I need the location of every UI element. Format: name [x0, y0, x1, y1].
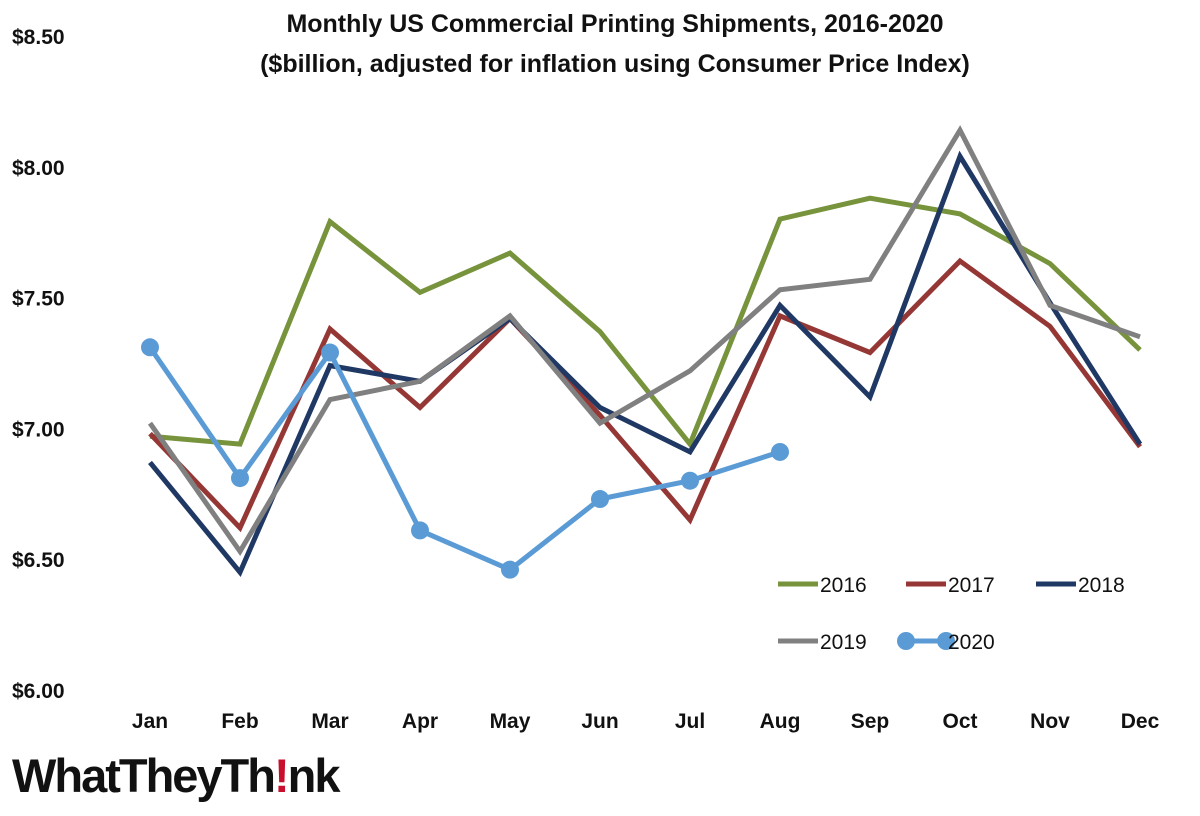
series-2018 — [148, 150, 1143, 578]
data-point-2020 — [321, 343, 339, 362]
legend-marker-2020 — [937, 632, 955, 650]
logo-text-start: WhatTheyTh — [12, 749, 276, 802]
legend-item-2016: 2016 — [778, 574, 867, 597]
legend-item-2018: 2018 — [1036, 574, 1125, 597]
x-tick-label: Jul — [675, 710, 705, 733]
series-2019 — [147, 125, 1141, 557]
y-tick-label: $7.50 — [12, 288, 65, 311]
series-2017 — [148, 257, 1143, 533]
x-tick-label: Aug — [760, 710, 801, 733]
series-2016 — [149, 195, 1142, 450]
series-lines — [141, 125, 1143, 579]
series-line-2020 — [147, 345, 781, 573]
y-tick-label: $6.00 — [12, 680, 65, 703]
logo-exclamation: ! — [273, 749, 290, 802]
legend-label-2017: 2017 — [948, 574, 995, 597]
data-point-2020 — [411, 521, 429, 540]
series-line-2019 — [147, 125, 1141, 557]
y-tick-label: $7.00 — [12, 418, 65, 441]
whattheythink-logo: WhatTheyTh!nk — [12, 748, 341, 803]
y-tick-label: $8.00 — [12, 157, 65, 180]
data-point-2020 — [681, 471, 699, 490]
legend-label-2018: 2018 — [1078, 574, 1125, 597]
x-tick-label: Mar — [311, 710, 348, 733]
series-line-2017 — [148, 257, 1143, 533]
data-point-2020 — [231, 469, 249, 488]
series-line-2018 — [148, 150, 1143, 578]
x-tick-label: Jun — [581, 710, 618, 733]
chart-title: Monthly US Commercial Printing Shipments… — [286, 10, 943, 38]
legend: 2016 2017 2018 2019 2020 — [778, 574, 1125, 654]
legend-label-2016: 2016 — [820, 574, 867, 597]
y-axis-tick-labels: $6.00 $6.50 $7.00 $7.50 $8.00 $8.50 — [12, 26, 65, 703]
legend-label-2019: 2019 — [820, 631, 867, 654]
logo-text-end: nk — [287, 749, 341, 802]
x-tick-label: Feb — [221, 710, 258, 733]
data-point-2020 — [771, 442, 789, 461]
x-tick-label: Jan — [132, 710, 168, 733]
y-tick-label: $6.50 — [12, 549, 65, 572]
legend-item-2017: 2017 — [906, 574, 995, 597]
x-tick-label: Oct — [942, 710, 977, 733]
legend-marker-2020 — [897, 632, 915, 650]
x-axis-tick-labels: Jan Feb Mar Apr May Jun Jul Aug Sep Oct Nov Dec — [132, 710, 1160, 733]
chart-subtitle: ($billion, adjusted for inflation using … — [260, 50, 970, 78]
x-tick-label: Nov — [1030, 710, 1070, 733]
x-tick-label: Dec — [1121, 710, 1160, 733]
series-2020 — [141, 338, 789, 579]
data-point-2020 — [141, 338, 159, 357]
y-tick-label: $8.50 — [12, 26, 65, 49]
x-tick-label: May — [490, 710, 531, 733]
legend-item-2020: 2020 — [897, 631, 995, 654]
data-point-2020 — [591, 490, 609, 509]
legend-item-2019: 2019 — [778, 631, 867, 654]
data-point-2020 — [501, 560, 519, 579]
legend-label-2020: 2020 — [948, 631, 995, 654]
x-tick-label: Sep — [851, 710, 890, 733]
series-line-2016 — [149, 195, 1142, 450]
x-tick-label: Apr — [402, 710, 438, 733]
